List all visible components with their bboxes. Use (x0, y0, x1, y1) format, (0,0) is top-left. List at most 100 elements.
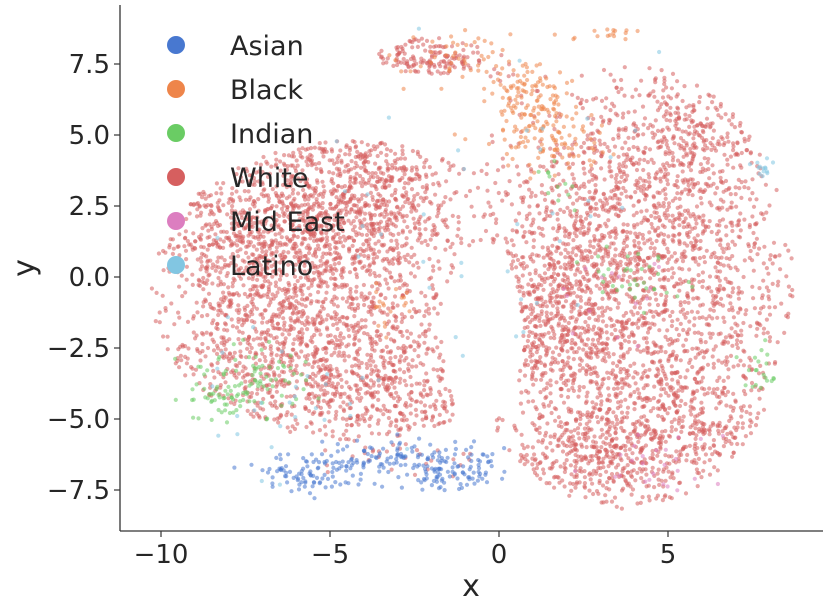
data-point (308, 301, 313, 306)
data-point (240, 240, 245, 245)
data-point (609, 332, 614, 337)
data-point (450, 401, 455, 406)
data-point (655, 493, 661, 498)
data-point (676, 388, 681, 393)
data-point (536, 253, 541, 258)
data-point (661, 369, 666, 374)
data-point (190, 282, 195, 287)
data-point (588, 378, 593, 384)
data-point (406, 362, 411, 367)
data-point (657, 482, 662, 487)
data-point (363, 151, 368, 156)
data-point (678, 321, 683, 326)
data-point (583, 301, 589, 306)
data-point (227, 237, 232, 242)
data-point (371, 295, 376, 300)
data-point (270, 187, 275, 192)
data-point (604, 201, 610, 206)
data-point (701, 468, 706, 473)
data-point (456, 214, 461, 220)
data-point (393, 224, 398, 229)
data-point (248, 287, 253, 292)
data-point (412, 205, 417, 210)
data-point (380, 355, 386, 360)
data-point (451, 457, 456, 462)
data-point (346, 169, 351, 174)
data-point (208, 193, 213, 198)
data-point (274, 272, 279, 277)
data-point (721, 378, 726, 383)
data-point (595, 414, 600, 420)
data-point (322, 244, 327, 249)
data-point (167, 245, 172, 250)
data-point (197, 350, 203, 355)
data-point (733, 192, 738, 197)
data-point (283, 182, 288, 187)
data-point (368, 378, 374, 383)
data-point (306, 197, 311, 202)
data-point (199, 195, 205, 200)
data-point (426, 346, 431, 351)
data-point (414, 399, 420, 404)
data-point (515, 257, 521, 263)
data-point (397, 367, 402, 372)
data-point (600, 319, 606, 324)
data-point (393, 214, 398, 219)
data-point (373, 241, 378, 246)
data-point (524, 305, 529, 310)
data-point (450, 213, 455, 218)
data-point (260, 180, 265, 185)
data-point (634, 210, 639, 215)
data-point (712, 465, 717, 470)
data-point (379, 212, 384, 217)
data-point (569, 309, 574, 314)
data-point (584, 342, 589, 348)
data-point (469, 204, 474, 209)
data-point (285, 328, 290, 333)
data-point (437, 412, 442, 417)
data-point (339, 185, 344, 190)
data-point (680, 388, 685, 393)
data-point (500, 156, 505, 161)
data-point (270, 403, 275, 408)
data-point (325, 284, 330, 289)
data-point (376, 383, 382, 388)
data-point (383, 185, 388, 190)
data-point (393, 354, 398, 360)
data-point (218, 245, 223, 250)
data-point (581, 347, 586, 352)
data-point (456, 220, 461, 225)
data-point (681, 327, 686, 333)
data-point (305, 343, 310, 348)
data-point (566, 242, 571, 247)
data-point (379, 202, 384, 207)
data-point (619, 380, 624, 385)
data-point (352, 139, 357, 145)
data-point (355, 248, 360, 253)
data-point (406, 196, 411, 202)
data-point (307, 277, 312, 282)
data-point (340, 314, 345, 320)
data-point (623, 164, 629, 169)
data-point (575, 95, 580, 100)
data-point (196, 234, 202, 240)
data-point (555, 217, 560, 222)
data-point (478, 237, 483, 243)
data-point (414, 413, 419, 418)
data-point (256, 169, 262, 174)
data-point (639, 421, 644, 426)
data-point (676, 332, 682, 338)
data-point (307, 246, 313, 251)
data-point (400, 194, 405, 199)
data-point (697, 426, 702, 432)
data-point (587, 367, 593, 372)
data-point (409, 397, 415, 403)
data-point (260, 283, 265, 288)
data-point (377, 249, 382, 254)
data-point (435, 214, 440, 219)
data-point (632, 407, 637, 412)
data-point (344, 428, 349, 433)
data-point (247, 242, 252, 248)
data-point (671, 271, 676, 276)
data-point (633, 381, 638, 386)
